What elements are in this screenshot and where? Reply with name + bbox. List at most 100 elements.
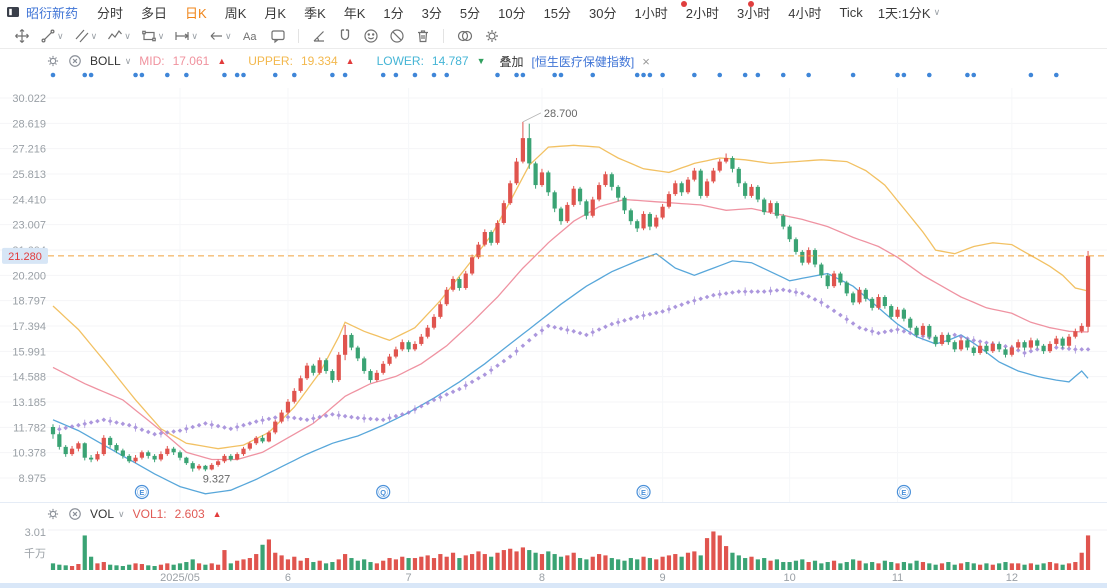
tab-3hour[interactable]: 3小时 — [736, 5, 771, 21]
chevron-down-icon: ∨ — [191, 30, 198, 41]
tab-30min[interactable]: 30分 — [589, 5, 617, 21]
svg-text:10: 10 — [783, 572, 795, 584]
overlay-index-link[interactable]: [恒生医疗保健指数] — [531, 54, 635, 69]
annotations: 28.700 9.327 — [203, 108, 578, 486]
tab-duori[interactable]: 多日 — [141, 5, 168, 21]
tab-monthly-k[interactable]: 月K — [264, 5, 287, 21]
tab-3min[interactable]: 3分 — [421, 5, 442, 21]
svg-text:6: 6 — [285, 572, 291, 584]
panel-layout-icon[interactable] — [6, 5, 20, 19]
emoji-tool-icon[interactable] — [361, 28, 381, 44]
chevron-down-icon: ∨ — [90, 30, 98, 41]
move-tool-icon[interactable] — [12, 28, 32, 44]
svg-text:23.007: 23.007 — [12, 220, 46, 232]
indicator-name-dropdown[interactable]: VOL ∨ — [90, 507, 125, 521]
svg-text:E: E — [901, 488, 906, 497]
svg-text:20.200: 20.200 — [12, 270, 46, 282]
period-dropdown[interactable]: 1天:1分K ∨ — [872, 3, 946, 22]
chevron-down-icon: ∨ — [57, 30, 64, 41]
svg-text:24.410: 24.410 — [12, 194, 46, 206]
indicator-settings-gear-icon[interactable] — [46, 54, 60, 68]
channel-tool-icon[interactable]: ∨ — [72, 28, 100, 44]
current-price-tag: 21.280 — [2, 247, 48, 264]
volume-axis-labels: 3.01 千万 — [24, 527, 46, 560]
up-triangle-icon: ▲ — [217, 56, 227, 66]
svg-text:3.01: 3.01 — [25, 527, 46, 539]
arrow-left-tool-icon[interactable]: ∨ — [206, 28, 234, 44]
boll-mid-value: 17.061 — [172, 54, 210, 68]
magnet-tool-icon[interactable] — [335, 28, 355, 44]
svg-text:9: 9 — [660, 572, 666, 584]
wave-tool-icon[interactable]: ∨ — [105, 28, 133, 44]
tab-2hour[interactable]: 2小时 — [685, 5, 719, 21]
gridlines — [0, 88, 1107, 531]
indicator-name-dropdown[interactable]: BOLL ∨ — [90, 54, 131, 68]
vol-indicator-header: VOL ∨ VOL1: 2.603 ▲ — [46, 505, 222, 523]
boll-lower-label: LOWER: — [376, 54, 424, 68]
drawing-toolbar: ∨ ∨ ∨ ∨ ∨ ∨ Aa — [0, 24, 1107, 49]
toolbar-divider — [297, 29, 299, 43]
price-axis-labels: 30.02228.61927.21625.81324.41023.00721.6… — [12, 93, 46, 485]
tab-4hour[interactable]: 4小时 — [788, 5, 822, 21]
high-annotation: 28.700 — [544, 108, 578, 120]
comment-tool-icon[interactable] — [268, 28, 288, 44]
vol1-label: VOL1: — [132, 507, 167, 521]
svg-text:14.588: 14.588 — [12, 372, 46, 384]
svg-text:27.216: 27.216 — [12, 144, 46, 156]
news-dots[interactable] — [50, 72, 1059, 78]
indicator-remove-icon[interactable] — [68, 507, 82, 521]
svg-text:Aa: Aa — [243, 31, 257, 43]
compare-tool-icon[interactable] — [454, 28, 476, 44]
measure-tool-icon[interactable]: ∨ — [172, 28, 200, 44]
svg-text:25.813: 25.813 — [12, 169, 46, 181]
shapes-tool-icon[interactable]: ∨ — [139, 28, 167, 44]
tab-15min[interactable]: 15分 — [543, 5, 572, 21]
chevron-down-icon: ∨ — [118, 508, 125, 519]
tab-tick[interactable]: Tick — [839, 4, 863, 20]
tab-1min[interactable]: 1分 — [383, 5, 404, 21]
svg-text:8: 8 — [539, 572, 545, 584]
svg-text:12: 12 — [1006, 572, 1018, 584]
vol1-value: 2.603 — [174, 507, 205, 521]
indicator-settings-gear-icon[interactable] — [46, 507, 60, 521]
tab-weekly-k[interactable]: 周K — [224, 5, 247, 21]
chevron-down-icon: ∨ — [933, 6, 941, 17]
text-tool-icon[interactable]: Aa — [240, 28, 262, 44]
boll-upper-value: 19.334 — [300, 54, 338, 68]
stock-name[interactable]: 昭衍新药 — [26, 5, 79, 21]
angle-tool-icon[interactable] — [309, 28, 329, 44]
tab-yearly-k[interactable]: 年K — [343, 5, 366, 21]
overlay-close-icon[interactable]: × — [642, 53, 650, 69]
candlestick-series[interactable] — [50, 121, 1091, 472]
indicator-remove-icon[interactable] — [68, 54, 82, 68]
boll-mid-label: MID: — [139, 54, 165, 68]
svg-text:2025/05: 2025/05 — [160, 572, 200, 584]
tab-quarterly-k[interactable]: 季K — [304, 5, 326, 21]
tab-1hour[interactable]: 1小时 — [634, 5, 668, 21]
svg-text:11: 11 — [892, 572, 903, 584]
ban-tool-icon[interactable] — [387, 28, 407, 44]
volume-bars[interactable] — [50, 531, 1091, 570]
boll-mid-line — [52, 198, 1089, 461]
tab-daily-k[interactable]: 日K — [185, 5, 207, 21]
svg-text:E: E — [641, 488, 646, 497]
boll-indicator-header: BOLL ∨ MID: 17.061 ▲ UPPER: 19.334 ▲ LOW… — [46, 52, 650, 70]
tab-5min[interactable]: 5分 — [459, 5, 481, 21]
trash-tool-icon[interactable] — [413, 28, 433, 44]
svg-text:30.022: 30.022 — [12, 93, 46, 105]
up-triangle-icon: ▲ — [212, 509, 222, 519]
trend-line-tool-icon[interactable]: ∨ — [38, 28, 66, 44]
overlay-button[interactable]: 叠加 — [499, 54, 524, 69]
svg-text:21.280: 21.280 — [8, 251, 42, 263]
tab-10min[interactable]: 10分 — [498, 5, 526, 21]
tab-fenshi[interactable]: 分时 — [97, 5, 124, 21]
svg-text:10.378: 10.378 — [12, 448, 46, 460]
bottom-timeline-strip[interactable] — [0, 583, 1107, 588]
down-triangle-icon: ▼ — [476, 56, 486, 66]
overlay-index-series — [50, 286, 1091, 438]
settings-gear-icon[interactable] — [482, 28, 502, 44]
svg-text:Q: Q — [380, 488, 386, 497]
period-dropdown-label: 1天:1分K — [877, 5, 931, 21]
